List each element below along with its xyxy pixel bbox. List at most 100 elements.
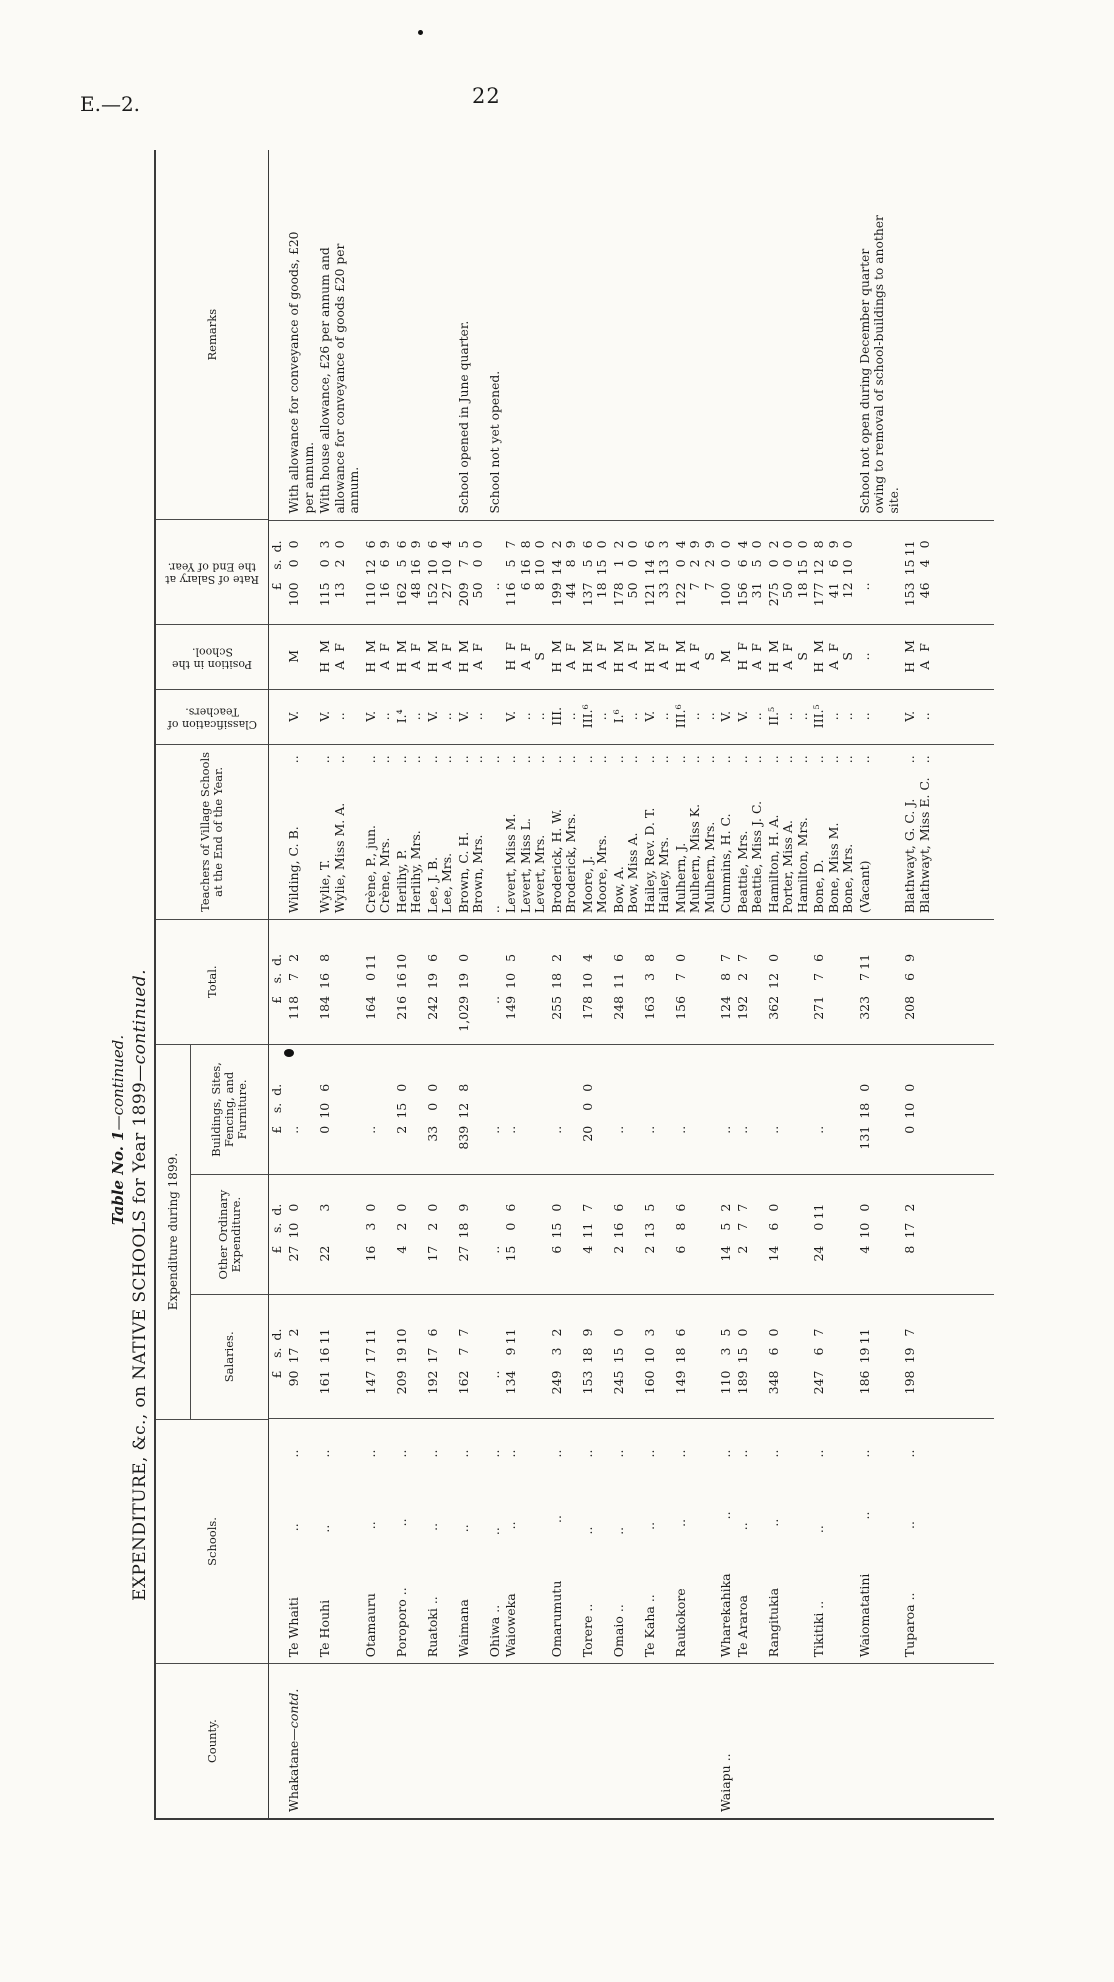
- amount-shillings: 0: [317, 559, 332, 568]
- amount-pounds: 50: [780, 582, 795, 599]
- buildings-cell: ..: [286, 1043, 317, 1174]
- amount-pence: 9: [825, 540, 841, 549]
- other-expenditure-amount: 27 10 0: [286, 1175, 302, 1288]
- amount-shillings: 19: [393, 1347, 409, 1364]
- amount-pence: 4: [734, 540, 750, 549]
- amount-shillings: 18: [455, 1222, 471, 1239]
- leader-dots: ..: [811, 755, 826, 764]
- amount-pounds: 164: [362, 995, 378, 1020]
- amount-pence: 2: [286, 1328, 301, 1337]
- amount-pence: 10: [393, 1328, 409, 1345]
- leader-dots: ..: [916, 755, 932, 764]
- total-cell: 192 2 7: [734, 919, 766, 1044]
- teacher-classification: V.: [424, 710, 440, 722]
- leader-dots: ..: [548, 755, 564, 764]
- school-line: Ruatoki ......: [425, 1419, 441, 1658]
- header-buildings: Buildings, Sites, Fencing, and Furniture…: [209, 1062, 249, 1157]
- unit-cell: £ s. d.: [269, 1173, 286, 1294]
- teacher-position: A F: [916, 643, 932, 670]
- remarks-cell: With house allowance, £26 per annum and …: [317, 150, 363, 520]
- table-row: Te Araroa.... 189 15 0 2 7 7.. 192 2 7 Beattie, Mr…: [734, 150, 766, 1818]
- filler-cell: [933, 624, 994, 690]
- buildings-cell: ..: [641, 1043, 673, 1174]
- teacher-line: Hamilton, H. A...: [766, 745, 782, 913]
- amount-pounds: 18: [794, 582, 810, 599]
- amount-pence: 9: [902, 953, 917, 962]
- buildings-cell: ..: [672, 1043, 718, 1174]
- rate-amount: 8 10 0: [532, 521, 548, 619]
- filler-row: [933, 150, 994, 1818]
- classification-cell: I.⁶..: [610, 689, 642, 745]
- school-cell: Te Araroa....: [734, 1418, 766, 1664]
- teacher-classification: ..: [377, 712, 392, 721]
- amount-pounds: 15: [503, 1245, 518, 1262]
- amount-pounds: 46: [916, 582, 932, 599]
- rate-cell: 27502 5000 18150: [765, 519, 811, 625]
- amount-shillings: s.: [269, 972, 284, 984]
- classification-cell: III.⁵....: [811, 689, 857, 745]
- school-name: Tikitiki ..: [811, 1600, 826, 1658]
- header-schools: Schools.: [156, 1418, 268, 1664]
- total-cell: 255 18 2: [548, 919, 580, 1044]
- amount-pounds: 153: [902, 582, 917, 607]
- table-row: Omarumutu.... 249 3 2 6 15 0.. 255 18 2 Broderick,…: [548, 150, 580, 1818]
- teacher-classification: I.⁴: [393, 709, 409, 724]
- school-name: Te Araroa: [734, 1595, 750, 1658]
- teacher-classification: V.: [455, 710, 471, 722]
- amount-pence: 0: [856, 1083, 872, 1092]
- school-line: Ohiwa ......: [487, 1419, 503, 1658]
- teacher-position: S: [701, 652, 717, 661]
- leader-dots: ..: [641, 1449, 657, 1458]
- amount-pence: 9: [455, 1203, 471, 1212]
- teacher-name: Brown, C. H.: [455, 831, 471, 914]
- amount-pounds: 137: [579, 582, 595, 607]
- remarks-cell: [363, 150, 394, 520]
- teacher-classification: ..: [408, 712, 423, 721]
- amount-shillings: 5: [503, 559, 518, 568]
- header-total: Total.: [156, 918, 268, 1044]
- amount-pounds: 27: [455, 1245, 471, 1262]
- buildings-amount: ..: [286, 1045, 302, 1168]
- county-cell: Waiapu ..: [718, 1663, 735, 1818]
- table-caption: Table No. 1—continued.: [109, 1034, 127, 1226]
- teacher-line: Hailey, Mrs...: [656, 745, 672, 913]
- county-cell: [548, 1663, 580, 1818]
- leader-dots: ..: [503, 755, 518, 764]
- amount-shillings: 10: [439, 559, 454, 576]
- amount-pence: 9: [408, 540, 423, 549]
- school-name: Torere ..: [579, 1603, 595, 1658]
- ink-blot: [284, 1049, 294, 1057]
- teacher-classification: ..: [517, 712, 533, 721]
- amount-pounds: 33: [656, 582, 671, 599]
- unit-cell: [269, 1663, 286, 1818]
- amount-pence: 8: [455, 1083, 471, 1092]
- teacher-position: H M: [362, 640, 378, 673]
- leader-dots: ..: [317, 1524, 332, 1533]
- classification-cell: V...: [424, 689, 456, 745]
- teacher-line: Lee, J. B...: [425, 745, 441, 913]
- position-cell: ..: [856, 624, 902, 690]
- amount-shillings: 2: [701, 559, 717, 568]
- county-cell: Whakatane—contd.: [286, 1663, 317, 1818]
- leader-dots: ..: [286, 1449, 301, 1458]
- total-cell: 156 7 0: [672, 919, 718, 1044]
- teacher-classification: V.: [286, 710, 301, 722]
- rate-amount: 275 0 2: [766, 521, 782, 619]
- teacher-position: H M: [455, 640, 471, 673]
- leader-dots: ..: [840, 755, 855, 764]
- amount-pounds: ..: [286, 1125, 301, 1134]
- teachers-cell: Moore, J... Moore, Mrs...: [579, 744, 611, 920]
- buildings-amount: ..: [363, 1045, 379, 1168]
- amount-pence: 0: [794, 540, 810, 549]
- school-cell: Waiomatatini....: [856, 1418, 902, 1664]
- amount-pounds: 198: [902, 1370, 917, 1395]
- total-amount: 1,029 19 0: [455, 920, 472, 1038]
- county-cell: [317, 1663, 363, 1818]
- rate-amount: 33 13 3: [656, 521, 672, 619]
- amount-pounds: £: [269, 1370, 284, 1379]
- amount-pence: 0: [455, 953, 471, 962]
